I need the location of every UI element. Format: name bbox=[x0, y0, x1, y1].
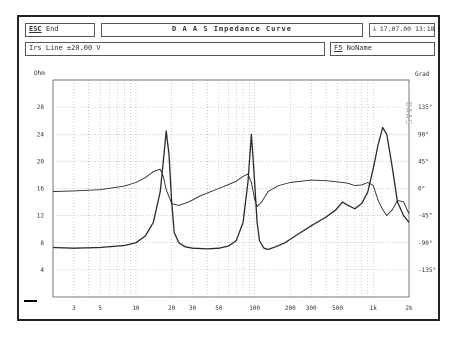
y-right-tick-label: 135° bbox=[418, 104, 432, 111]
esc-key-label: ESC bbox=[29, 25, 42, 33]
cursor-bar-icon: ⫰ bbox=[373, 25, 376, 33]
x-tick-label: 100 bbox=[249, 305, 260, 312]
y-left-unit-label: Ohm bbox=[34, 70, 45, 77]
y-right-tick-label: -135° bbox=[418, 267, 436, 274]
line-info: Irs Line ±20.00 V bbox=[25, 42, 325, 56]
y-left-tick-label: 12 bbox=[37, 213, 45, 220]
daas-watermark: DAAS bbox=[404, 102, 413, 125]
y-right-tick-label: -45° bbox=[418, 213, 432, 220]
x-tick-label: 30 bbox=[189, 305, 197, 312]
x-tick-label: 200 bbox=[285, 305, 296, 312]
y-right-tick-label: 0° bbox=[418, 186, 425, 193]
date-text: 17.07.00 13:18 bbox=[379, 25, 435, 33]
x-tick-label: 50 bbox=[215, 305, 223, 312]
end-label: End bbox=[45, 25, 59, 33]
axis-labels: 3 5 10 20 30 50 100 200 300 500 1k 2k 4 8 12 16 20 24 28 13… bbox=[37, 104, 436, 312]
y-left-tick-label: 16 bbox=[37, 186, 45, 193]
y-right-unit-label: Grad bbox=[415, 71, 430, 78]
x-tick-label: 2k bbox=[405, 305, 413, 312]
y-left-tick-label: 20 bbox=[37, 158, 45, 165]
y-right-tick-label: 90° bbox=[418, 131, 429, 138]
y-left-tick-label: 24 bbox=[37, 131, 45, 138]
series-layer bbox=[52, 126, 410, 251]
date-display: ⫰ 17.07.00 13:18 bbox=[369, 23, 435, 37]
noname-label: NoName bbox=[346, 44, 372, 52]
x-tick-label: 3 bbox=[72, 305, 76, 312]
y-right-tick-label: -90° bbox=[418, 240, 432, 247]
esc-end-button[interactable]: ESC End bbox=[25, 23, 95, 37]
x-tick-label: 500 bbox=[332, 305, 343, 312]
y-left-tick-label: 8 bbox=[40, 240, 44, 247]
x-tick-label: 1k bbox=[370, 305, 378, 312]
phase-series-line bbox=[52, 168, 410, 217]
y-left-tick-label: 28 bbox=[37, 104, 45, 111]
x-tick-label: 5 bbox=[98, 305, 102, 312]
f5-key-label: F5 bbox=[334, 44, 343, 52]
noname-button[interactable]: F5 NoName bbox=[330, 42, 435, 56]
y-left-tick-label: 4 bbox=[40, 267, 44, 274]
chart-title: D A A S Impedance Curve bbox=[101, 23, 363, 37]
x-tick-label: 300 bbox=[306, 305, 317, 312]
grid bbox=[52, 79, 410, 298]
x-tick-label: 20 bbox=[168, 305, 176, 312]
x-tick-label: 10 bbox=[132, 305, 140, 312]
y-right-tick-label: 45° bbox=[418, 158, 429, 165]
